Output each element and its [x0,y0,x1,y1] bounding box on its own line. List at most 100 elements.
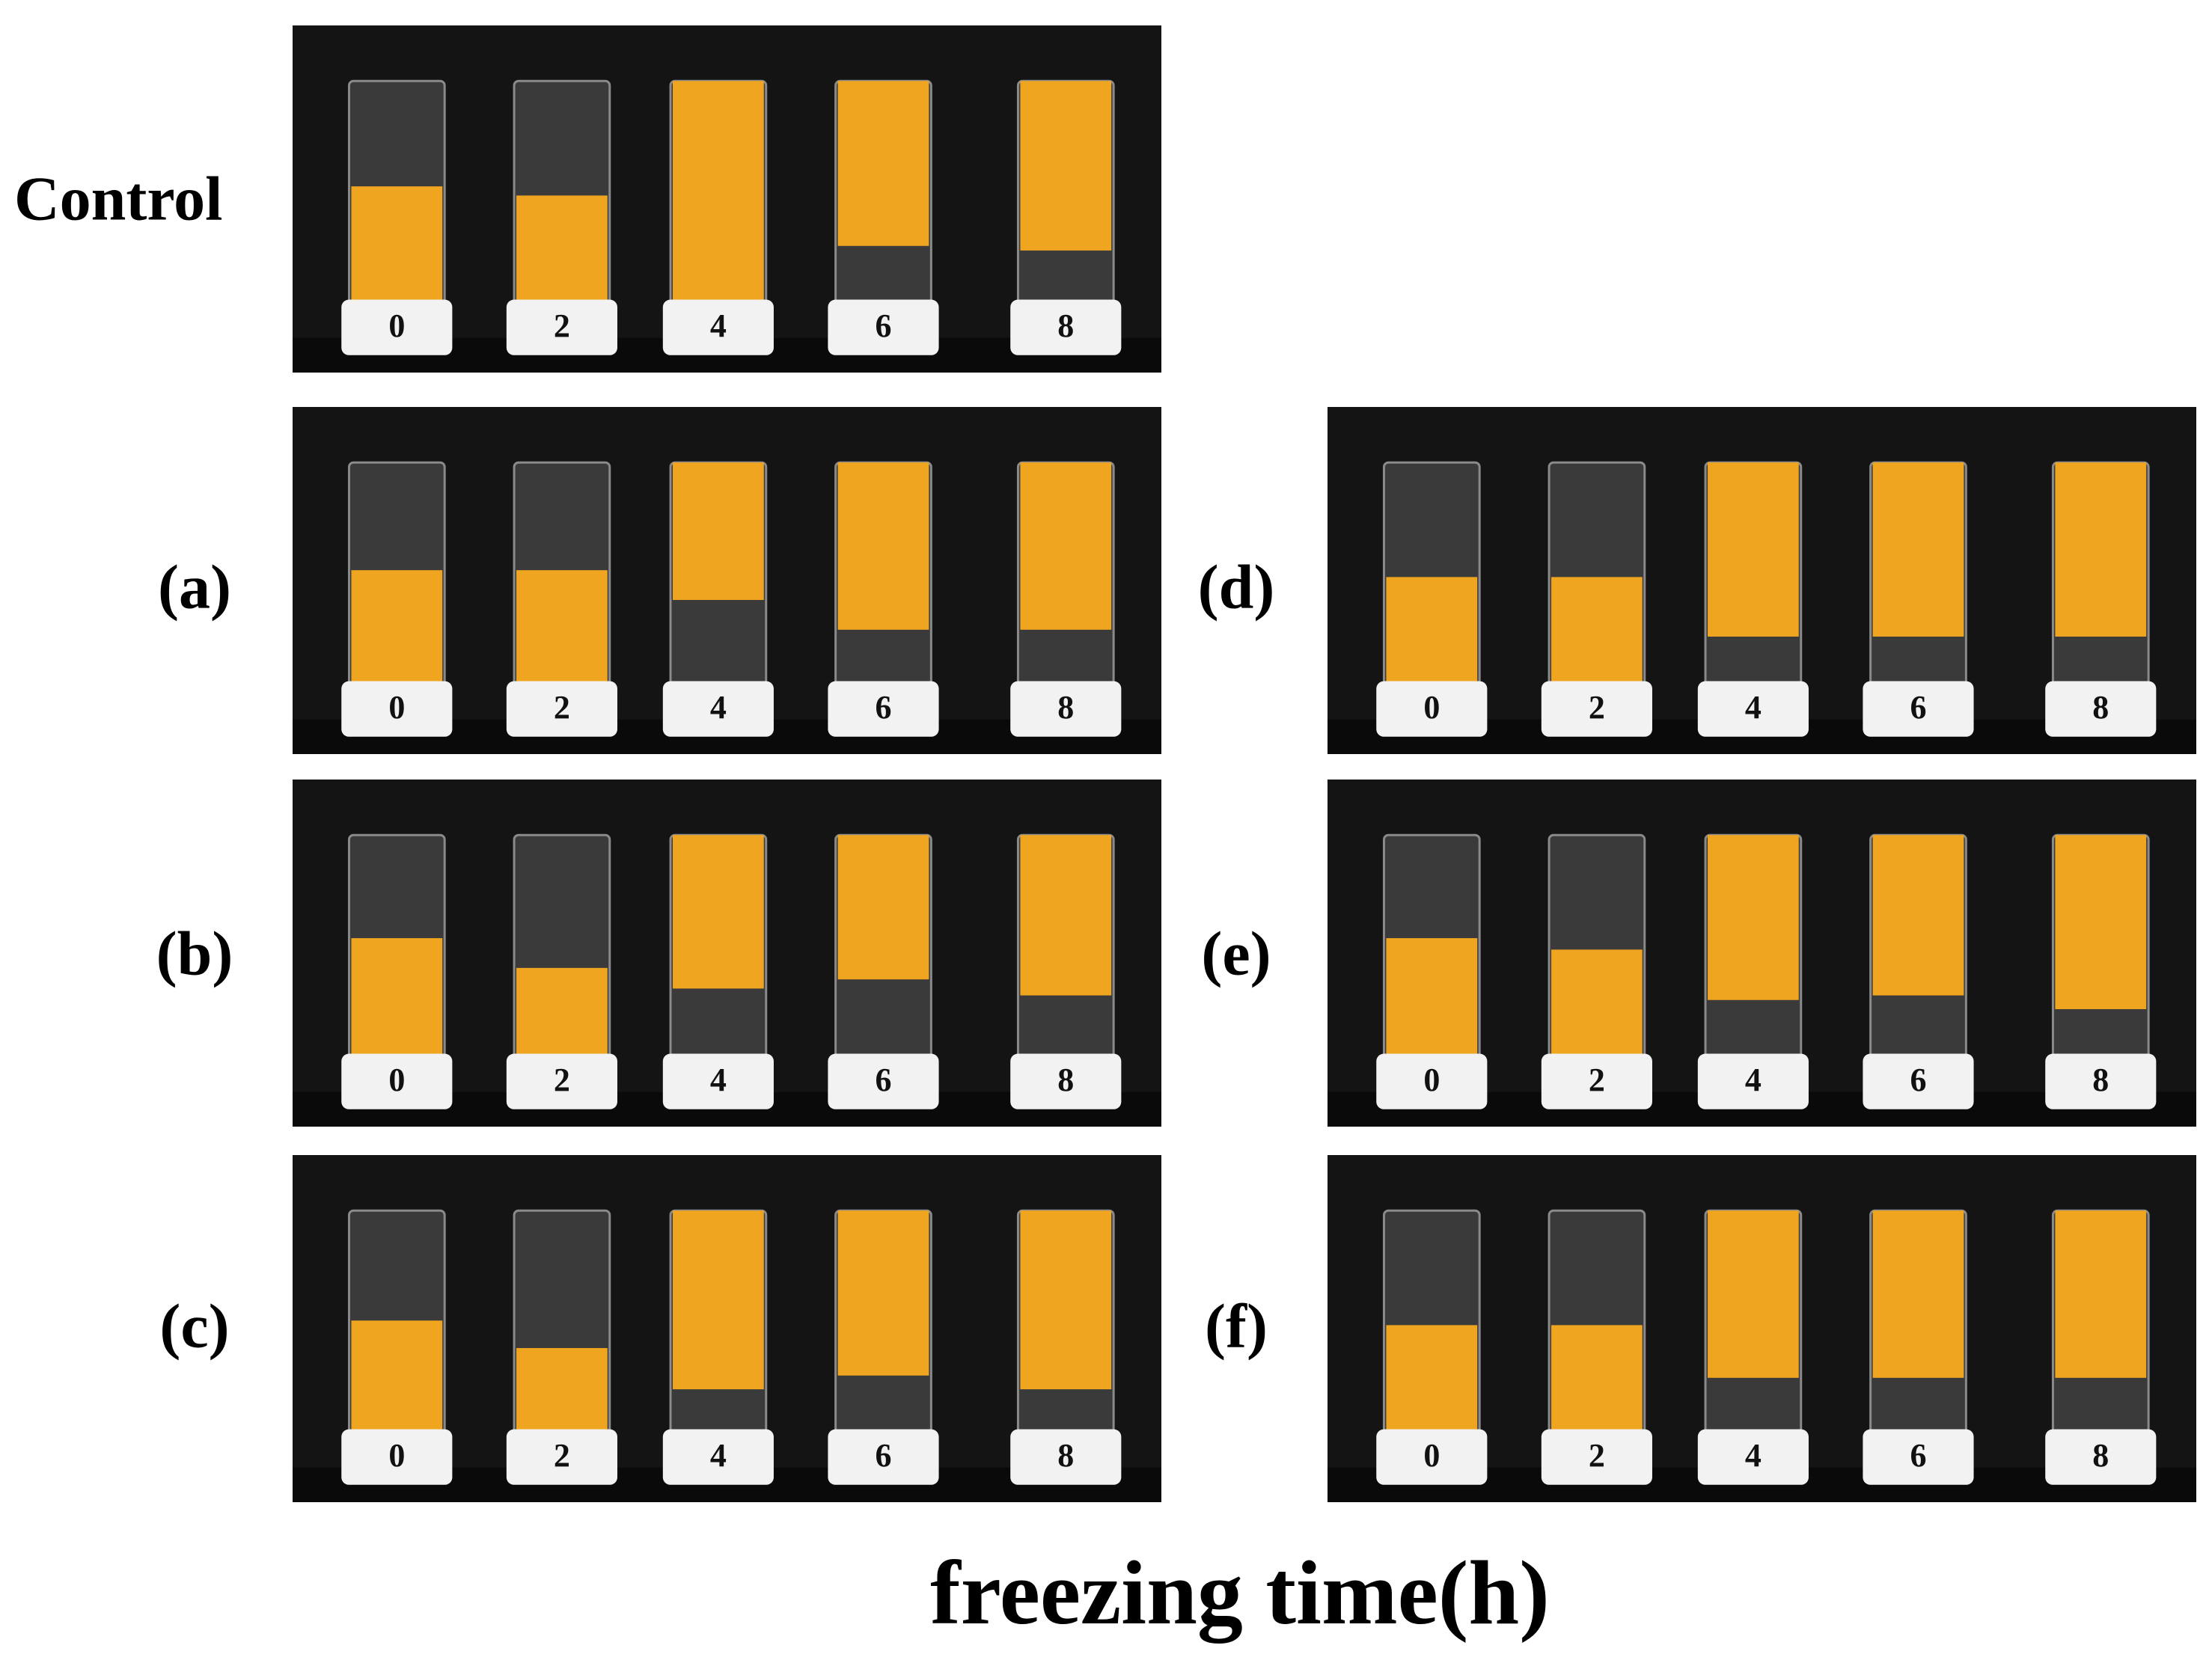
tube-number: 8 [2092,1437,2109,1474]
tube-liquid [351,186,443,310]
tube-number: 0 [388,1437,405,1474]
tube-liquid [1386,1325,1478,1440]
tube-cap [1541,681,1652,737]
tube-number: 8 [1057,689,1074,726]
tube-number: 2 [554,307,570,344]
tube-cap [828,299,939,355]
tube-cap [662,299,774,355]
tube-number: 0 [388,1062,405,1098]
tube-number: 0 [388,307,405,344]
panel-label: (e) [1201,919,1271,988]
panel-label: (b) [156,919,233,988]
tube-cap [341,1053,453,1109]
panel-label: (d) [1198,552,1275,622]
tube-number: 8 [1057,307,1074,344]
tube-cap [1697,1429,1809,1485]
tube-number: 2 [1589,689,1605,726]
tube-liquid [1708,835,1799,1000]
tube-liquid [2055,835,2147,1009]
tube-number: 0 [1423,1062,1440,1098]
tube-cap [1010,1429,1122,1485]
tube-liquid [673,462,764,600]
tube-cap [2045,681,2157,737]
tube-liquid [1872,462,1964,637]
tube-liquid [1020,462,1112,630]
tube-cap [1376,1053,1488,1109]
panel-label: Control [14,164,222,233]
tube-liquid [516,195,608,310]
tube-liquid [1708,1210,1799,1378]
tube-number: 4 [710,1437,727,1474]
tube-liquid [351,570,443,692]
tube-cap [2045,1429,2157,1485]
tube-number: 4 [1745,1062,1762,1098]
tube-cap [1863,1429,1974,1485]
tube-cap [1376,681,1488,737]
tube-liquid [351,938,443,1065]
tube-cap [662,681,774,737]
tube-cap [1863,1053,1974,1109]
tube-liquid [837,462,929,630]
tube-cap [1863,681,1974,737]
tube-liquid [1020,81,1112,251]
tube-cap [1541,1053,1652,1109]
tube-cap [1697,1053,1809,1109]
tube-liquid [837,835,929,980]
x-axis-label: freezing time(h) [930,1543,1550,1644]
tube-cap [828,681,939,737]
panel-label: (a) [158,552,231,622]
tube-liquid [837,81,929,246]
tube-liquid [1386,577,1478,692]
tube-cap [506,681,617,737]
tube-cap [2045,1053,2157,1109]
tube-cap [341,299,453,355]
tube-number: 6 [875,1062,891,1098]
tube-number: 6 [1910,1062,1926,1098]
tube-number: 2 [554,1062,570,1098]
tube-liquid [2055,462,2147,637]
tube-number: 2 [554,689,570,726]
tube-liquid [673,835,764,989]
tube-liquid [837,1210,929,1376]
tube-liquid [1872,1210,1964,1378]
tube-liquid [1708,462,1799,637]
tube-number: 2 [1589,1062,1605,1098]
tube-number: 6 [1910,689,1926,726]
tube-cap [1541,1429,1652,1485]
tube-cap [1376,1429,1488,1485]
tube-number: 0 [388,689,405,726]
tube-liquid [673,1210,764,1390]
tube-cap [1010,1053,1122,1109]
tube-number: 4 [710,307,727,344]
tube-number: 2 [1589,1437,1605,1474]
tube-number: 4 [1745,689,1762,726]
tube-liquid [1551,577,1643,692]
tube-number: 8 [2092,1062,2109,1098]
tube-liquid [516,570,608,692]
tube-number: 8 [1057,1062,1074,1098]
tube-cap [1010,681,1122,737]
tube-number: 6 [875,1437,891,1474]
tube-number: 4 [710,689,727,726]
tube-cap [828,1429,939,1485]
tube-cap [1697,681,1809,737]
tube-liquid [1872,835,1964,996]
panel-label: (f) [1205,1291,1268,1361]
tube-number: 6 [875,307,891,344]
tube-liquid [1020,1210,1112,1390]
tube-cap [506,1053,617,1109]
tube-cap [662,1429,774,1485]
tube-cap [662,1053,774,1109]
tube-cap [341,681,453,737]
tube-liquid [516,967,608,1065]
tube-number: 8 [1057,1437,1074,1474]
panel-label: (c) [159,1291,229,1361]
tube-number: 6 [875,689,891,726]
tube-liquid [2055,1210,2147,1378]
tube-number: 4 [1745,1437,1762,1474]
tube-cap [341,1429,453,1485]
tube-number: 8 [2092,689,2109,726]
tube-cap [1010,299,1122,355]
